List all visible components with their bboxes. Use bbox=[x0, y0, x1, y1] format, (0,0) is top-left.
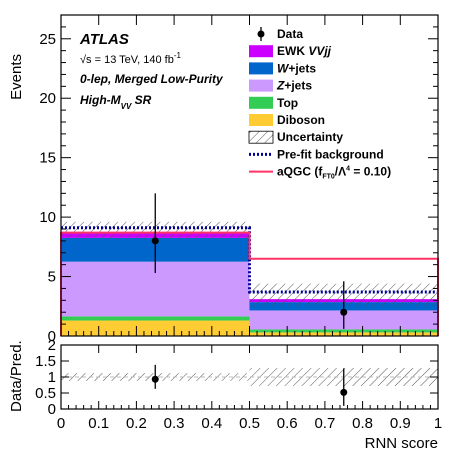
ratio-y-tick-label-2: 1 bbox=[48, 369, 56, 386]
energy-label-main: √s = 13 TeV, 140 fb bbox=[80, 54, 174, 66]
y-axis-title: Events bbox=[8, 54, 25, 100]
x-axis-title: RNN score bbox=[365, 435, 438, 452]
legend-wjets-label: W+jets bbox=[277, 61, 316, 75]
legend-signal-suffix: = 0.10) bbox=[350, 165, 391, 179]
x-tick-label-3: 0.3 bbox=[164, 415, 185, 432]
signal-region-sub: VV bbox=[121, 102, 132, 111]
experiment-label: ATLAS bbox=[79, 31, 129, 48]
legend-diboson-swatch bbox=[249, 114, 273, 126]
legend-zjets-label: Z+jets bbox=[276, 79, 312, 93]
legend-ewk-text: EWK bbox=[277, 44, 308, 58]
x-tick-label-4: 0.4 bbox=[201, 415, 222, 432]
ratio-point-1 bbox=[340, 389, 347, 396]
legend-top-label: Top bbox=[277, 96, 298, 110]
legend: Data EWK VVjj W+jets Z+jets Top Diboson Uncert… bbox=[249, 27, 391, 181]
legend-ewk-italic: VVjj bbox=[308, 44, 331, 58]
y-tick-label-10: 10 bbox=[39, 209, 56, 226]
x-tick-label-9: 0.9 bbox=[390, 415, 411, 432]
legend-wjets-suffix: +jets bbox=[288, 61, 316, 75]
stack-bar-top-bin-1 bbox=[250, 329, 439, 332]
legend-diboson-label: Diboson bbox=[277, 113, 325, 127]
energy-label-sup: -1 bbox=[174, 51, 182, 60]
x-tick-label-6: 0.6 bbox=[277, 415, 298, 432]
legend-signal-mid: /Λ bbox=[335, 165, 346, 179]
data-point-1 bbox=[340, 309, 347, 316]
ratio-y-tick-label-4: 2 bbox=[48, 337, 56, 354]
legend-zjets-swatch bbox=[249, 80, 273, 92]
legend-data-label: Data bbox=[277, 27, 303, 41]
legend-top-text: Top bbox=[277, 96, 298, 110]
legend-unc-text: Uncertainty bbox=[277, 130, 343, 144]
signal-region-main: High-M bbox=[80, 93, 122, 107]
y-tick-label-15: 15 bbox=[39, 150, 56, 167]
x-tick-label-0: 0 bbox=[57, 415, 65, 432]
legend-diboson-text: Diboson bbox=[277, 113, 325, 127]
legend-data-marker bbox=[258, 31, 265, 38]
energy-label: √s = 13 TeV, 140 fb-1 bbox=[80, 51, 181, 66]
legend-wjets-swatch bbox=[249, 62, 273, 74]
stack-bar-diboson-bin-0 bbox=[61, 321, 250, 336]
stack-bar-top-bin-0 bbox=[61, 316, 250, 320]
legend-ewk-swatch bbox=[249, 45, 273, 57]
legend-signal-label: aQGC (fFT0/Λ4 = 0.10) bbox=[277, 165, 391, 181]
ratio-y-axis-title: Data/Pred. bbox=[8, 340, 25, 412]
ratio-y-tick-label-0: 0 bbox=[48, 401, 56, 418]
legend-signal-sub: FT0 bbox=[322, 174, 335, 181]
legend-zjets-suffix: +jets bbox=[284, 79, 312, 93]
legend-top-swatch bbox=[249, 97, 273, 109]
legend-ewk-label: EWK VVjj bbox=[277, 44, 332, 58]
data-point-0 bbox=[152, 237, 159, 244]
y-tick-label-20: 20 bbox=[39, 90, 56, 107]
x-tick-label-2: 0.2 bbox=[126, 415, 147, 432]
y-tick-label-25: 25 bbox=[39, 31, 56, 48]
legend-prefit-text: Pre-fit background bbox=[277, 147, 384, 161]
legend-prefit-label: Pre-fit background bbox=[277, 147, 384, 161]
signal-region-suffix: SR bbox=[131, 93, 151, 107]
x-tick-label-5: 0.5 bbox=[239, 415, 260, 432]
y-tick-label-5: 5 bbox=[48, 269, 56, 286]
signal-region-label: High-MVV SR bbox=[80, 93, 152, 111]
x-tick-label-7: 0.7 bbox=[314, 415, 335, 432]
region-label: 0-lep, Merged Low-Purity bbox=[80, 72, 224, 86]
x-tick-label-10: 1 bbox=[434, 415, 442, 432]
x-tick-label-1: 0.1 bbox=[88, 415, 109, 432]
ratio-y-tick-label-3: 1.5 bbox=[35, 353, 56, 370]
legend-signal-prefix: aQGC (f bbox=[277, 165, 323, 179]
ratio-y-tick-label-1: 0.5 bbox=[35, 385, 56, 402]
legend-unc-label: Uncertainty bbox=[277, 130, 343, 144]
legend-uncertainty-swatch bbox=[249, 131, 273, 143]
ratio-point-0 bbox=[152, 376, 159, 383]
x-tick-label-8: 0.8 bbox=[352, 415, 373, 432]
